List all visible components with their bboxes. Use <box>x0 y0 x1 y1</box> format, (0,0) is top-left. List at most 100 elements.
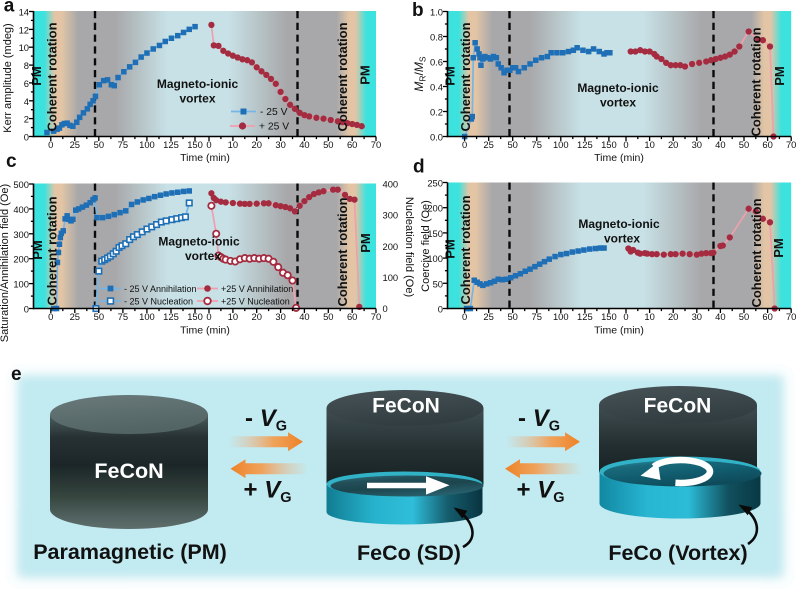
svg-text:PM: PM <box>358 65 373 85</box>
svg-text:20: 20 <box>668 139 678 150</box>
svg-text:Time (min): Time (min) <box>180 325 230 337</box>
svg-text:100: 100 <box>139 139 155 150</box>
svg-text:40: 40 <box>715 311 725 322</box>
svg-text:Coherent rotation: Coherent rotation <box>335 22 350 131</box>
svg-text:400: 400 <box>13 204 29 215</box>
svg-text:150: 150 <box>187 311 203 322</box>
svg-text:0.8: 0.8 <box>430 32 443 43</box>
svg-text:60: 60 <box>347 139 357 150</box>
svg-text:0: 0 <box>48 311 53 322</box>
svg-text:vortex: vortex <box>604 232 640 246</box>
svg-text:Coherent rotation: Coherent rotation <box>45 22 60 131</box>
svg-text:Kerr amplitude (mdeg): Kerr amplitude (mdeg) <box>2 23 14 132</box>
svg-text:30: 30 <box>692 311 702 322</box>
svg-text:200: 200 <box>383 241 399 252</box>
svg-text:70: 70 <box>786 311 796 322</box>
svg-text:150: 150 <box>187 139 203 150</box>
svg-text:10: 10 <box>644 311 654 322</box>
svg-text:30: 30 <box>275 139 285 150</box>
svg-text:Magneto-ionic: Magneto-ionic <box>577 81 659 95</box>
svg-text:a: a <box>4 0 15 17</box>
svg-text:50: 50 <box>433 278 443 289</box>
svg-text:FeCoN: FeCoN <box>94 459 163 483</box>
svg-text:8: 8 <box>24 60 29 71</box>
svg-text:60: 60 <box>762 311 772 322</box>
svg-text:250: 250 <box>427 178 443 189</box>
svg-text:125: 125 <box>163 311 179 322</box>
svg-text:Time (min): Time (min) <box>594 325 644 337</box>
svg-text:FeCo (SD): FeCo (SD) <box>357 541 461 565</box>
svg-text:12: 12 <box>19 24 29 35</box>
svg-text:50: 50 <box>739 139 749 150</box>
svg-text:0.6: 0.6 <box>430 57 443 68</box>
svg-text:0: 0 <box>462 139 467 150</box>
svg-text:0: 0 <box>48 139 53 150</box>
svg-text:50: 50 <box>94 139 104 150</box>
svg-text:Coercive field (Oe): Coercive field (Oe) <box>420 200 432 292</box>
svg-text:Magneto-ionic: Magneto-ionic <box>158 235 240 249</box>
svg-text:6: 6 <box>24 78 29 89</box>
svg-text:150: 150 <box>601 139 617 150</box>
svg-text:50: 50 <box>507 139 517 150</box>
svg-text:50: 50 <box>323 311 333 322</box>
svg-text:PM: PM <box>443 239 458 259</box>
svg-text:20: 20 <box>252 311 262 322</box>
svg-text:40: 40 <box>715 139 725 150</box>
svg-text:0.2: 0.2 <box>430 107 443 118</box>
svg-text:150: 150 <box>427 228 443 239</box>
svg-text:0: 0 <box>24 304 29 315</box>
svg-text:b: b <box>412 0 424 21</box>
svg-text:125: 125 <box>577 139 593 150</box>
svg-text:4: 4 <box>24 96 29 107</box>
svg-text:Magneto-ionic: Magneto-ionic <box>578 217 660 231</box>
svg-text:50: 50 <box>507 311 517 322</box>
svg-text:100: 100 <box>13 279 29 290</box>
svg-text:10: 10 <box>228 311 238 322</box>
svg-text:60: 60 <box>762 139 772 150</box>
svg-text:Paramagnetic (PM): Paramagnetic (PM) <box>33 540 227 564</box>
svg-text:Coherent rotation: Coherent rotation <box>335 197 350 306</box>
svg-text:75: 75 <box>532 311 542 322</box>
svg-text:300: 300 <box>383 210 399 221</box>
svg-text:30: 30 <box>692 139 702 150</box>
svg-text:40: 40 <box>299 311 309 322</box>
svg-text:100: 100 <box>553 311 569 322</box>
svg-text:70: 70 <box>371 311 381 322</box>
svg-text:+25 V Annihilation: +25 V Annihilation <box>221 284 293 294</box>
svg-text:vortex: vortex <box>185 249 221 263</box>
svg-text:+ VG: + VG <box>517 477 565 507</box>
svg-text:- 25 V: - 25 V <box>260 107 288 118</box>
svg-text:+ VG: + VG <box>244 477 292 507</box>
svg-text:+25 V Nucleation: +25 V Nucleation <box>221 296 290 306</box>
svg-text:125: 125 <box>163 139 179 150</box>
svg-text:50: 50 <box>323 139 333 150</box>
svg-text:50: 50 <box>94 311 104 322</box>
svg-text:25: 25 <box>483 311 493 322</box>
svg-text:PM: PM <box>358 233 373 253</box>
svg-text:300: 300 <box>13 229 29 240</box>
svg-text:- 25 V Annihilation: - 25 V Annihilation <box>124 284 197 294</box>
svg-text:0: 0 <box>206 139 211 150</box>
svg-text:75: 75 <box>118 311 128 322</box>
svg-text:20: 20 <box>668 311 678 322</box>
svg-text:0: 0 <box>623 311 628 322</box>
svg-text:1.0: 1.0 <box>430 7 443 18</box>
svg-text:Coherent rotation: Coherent rotation <box>45 196 60 305</box>
svg-text:PM: PM <box>30 240 45 260</box>
svg-text:25: 25 <box>70 139 80 150</box>
svg-text:25: 25 <box>483 139 493 150</box>
svg-text:Coherent rotation: Coherent rotation <box>749 198 764 307</box>
svg-text:Coherent rotation: Coherent rotation <box>458 22 473 131</box>
svg-text:150: 150 <box>601 311 617 322</box>
svg-text:10: 10 <box>19 42 29 53</box>
svg-text:10: 10 <box>644 139 654 150</box>
svg-text:0: 0 <box>462 311 467 322</box>
svg-text:FeCoN: FeCoN <box>644 395 712 418</box>
svg-text:Time (min): Time (min) <box>594 152 644 164</box>
svg-text:70: 70 <box>371 139 381 150</box>
svg-text:d: d <box>413 157 425 178</box>
svg-text:25: 25 <box>70 311 80 322</box>
svg-text:PM: PM <box>771 238 786 258</box>
svg-text:2: 2 <box>24 114 29 125</box>
svg-text:Time (min): Time (min) <box>180 152 230 164</box>
